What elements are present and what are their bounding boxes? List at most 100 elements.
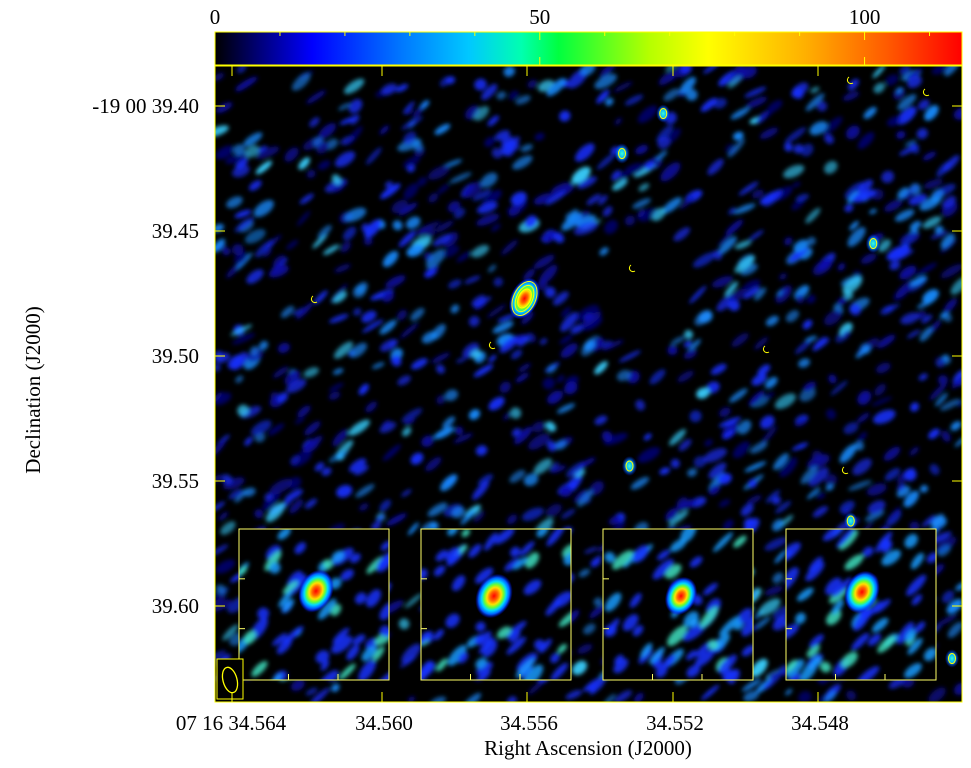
noise-blob bbox=[487, 264, 497, 273]
noise-blob bbox=[340, 569, 354, 581]
noise-blob bbox=[251, 661, 268, 677]
noise-blob bbox=[624, 215, 636, 226]
noise-blob bbox=[793, 239, 809, 253]
noise-blob bbox=[906, 68, 923, 80]
noise-blob bbox=[282, 580, 299, 594]
y-tick-label: 39.60 bbox=[152, 594, 199, 618]
noise-blob bbox=[565, 690, 583, 700]
noise-blob bbox=[331, 550, 345, 563]
noise-blob bbox=[816, 100, 828, 112]
noise-blob bbox=[804, 335, 818, 343]
noise-blob bbox=[655, 150, 668, 161]
noise-blob bbox=[765, 315, 779, 327]
noise-blob bbox=[405, 108, 414, 116]
noise-blob bbox=[344, 78, 365, 94]
noise-blob bbox=[774, 550, 787, 564]
noise-blob bbox=[894, 209, 915, 222]
noise-blob bbox=[462, 692, 482, 702]
noise-blob bbox=[795, 193, 810, 202]
noise-blob bbox=[468, 316, 480, 327]
noise-blob bbox=[545, 503, 562, 517]
source-point bbox=[843, 512, 858, 530]
noise-blob bbox=[750, 658, 768, 678]
noise-blob bbox=[440, 474, 458, 491]
noise-blob bbox=[765, 376, 778, 389]
noise-blob bbox=[574, 143, 595, 162]
noise-blob bbox=[521, 311, 534, 325]
noise-blob bbox=[559, 110, 571, 122]
noise-blob bbox=[941, 195, 957, 209]
noise-blob bbox=[475, 445, 488, 456]
noise-blob bbox=[338, 663, 356, 680]
noise-blob bbox=[736, 608, 753, 625]
noise-blob bbox=[255, 146, 280, 160]
noise-blob bbox=[937, 374, 949, 386]
noise-blob bbox=[764, 537, 788, 551]
noise-blob bbox=[906, 329, 921, 339]
plot-frame bbox=[214, 65, 963, 703]
noise-blob bbox=[904, 533, 918, 549]
noise-blob bbox=[515, 658, 536, 678]
noise-blob bbox=[875, 362, 891, 374]
noise-blob bbox=[323, 244, 340, 256]
noise-blob bbox=[309, 117, 320, 128]
noise-blob bbox=[799, 660, 818, 680]
noise-blob bbox=[594, 361, 608, 375]
noise-blob bbox=[572, 660, 588, 676]
noise-blob bbox=[896, 106, 917, 125]
noise-blob bbox=[478, 636, 494, 654]
noise-blob bbox=[718, 416, 742, 428]
source-contour bbox=[846, 515, 855, 527]
noise-blob bbox=[215, 350, 223, 360]
noise-blob bbox=[828, 374, 837, 384]
noise-blob bbox=[318, 598, 337, 620]
noise-blob bbox=[434, 220, 454, 233]
noise-blob bbox=[286, 239, 299, 250]
noise-blob bbox=[353, 307, 362, 316]
noise-blob bbox=[747, 478, 758, 489]
noise-blob bbox=[801, 143, 814, 157]
inset-frame bbox=[602, 528, 754, 681]
noise-blob bbox=[499, 381, 511, 394]
noise-blob bbox=[794, 419, 808, 427]
y-axis-label: Declination (J2000) bbox=[21, 306, 45, 473]
noise-blob bbox=[863, 106, 877, 119]
noise-blob bbox=[473, 364, 494, 378]
noise-blob bbox=[741, 614, 753, 637]
noise-blob bbox=[234, 209, 252, 219]
noise-blob bbox=[772, 519, 784, 532]
noise-blob bbox=[520, 666, 533, 679]
noise-blob bbox=[822, 529, 845, 541]
noise-blob bbox=[435, 549, 448, 562]
noise-blob bbox=[348, 99, 363, 114]
noise-blob bbox=[427, 165, 450, 180]
noise-blob bbox=[786, 550, 793, 561]
noise-blob bbox=[916, 128, 928, 140]
source-point bbox=[865, 233, 881, 254]
noise-blob bbox=[317, 224, 332, 239]
noise-blob bbox=[875, 531, 893, 553]
noise-blob bbox=[395, 83, 409, 93]
noise-blob bbox=[903, 490, 919, 508]
noise-blob bbox=[225, 152, 249, 164]
noise-blob bbox=[523, 268, 535, 282]
noise-blob bbox=[379, 125, 390, 135]
noise-blob bbox=[317, 160, 331, 170]
noise-blob bbox=[215, 501, 226, 512]
noise-blob bbox=[622, 614, 639, 631]
noise-blob bbox=[437, 183, 450, 195]
noise-blob bbox=[899, 232, 920, 245]
noise-blob bbox=[644, 160, 655, 170]
noise-blob bbox=[915, 262, 937, 277]
noise-blob bbox=[306, 169, 316, 179]
noise-blob bbox=[594, 415, 608, 425]
noise-blob bbox=[930, 230, 949, 240]
noise-blob bbox=[857, 132, 875, 150]
noise-blob bbox=[713, 98, 727, 109]
noise-blob bbox=[614, 690, 633, 702]
noise-blob bbox=[519, 541, 535, 556]
noise-blob bbox=[612, 550, 633, 570]
noise-blob bbox=[391, 199, 409, 214]
noise-blob bbox=[232, 333, 255, 345]
noise-blob bbox=[302, 435, 323, 453]
